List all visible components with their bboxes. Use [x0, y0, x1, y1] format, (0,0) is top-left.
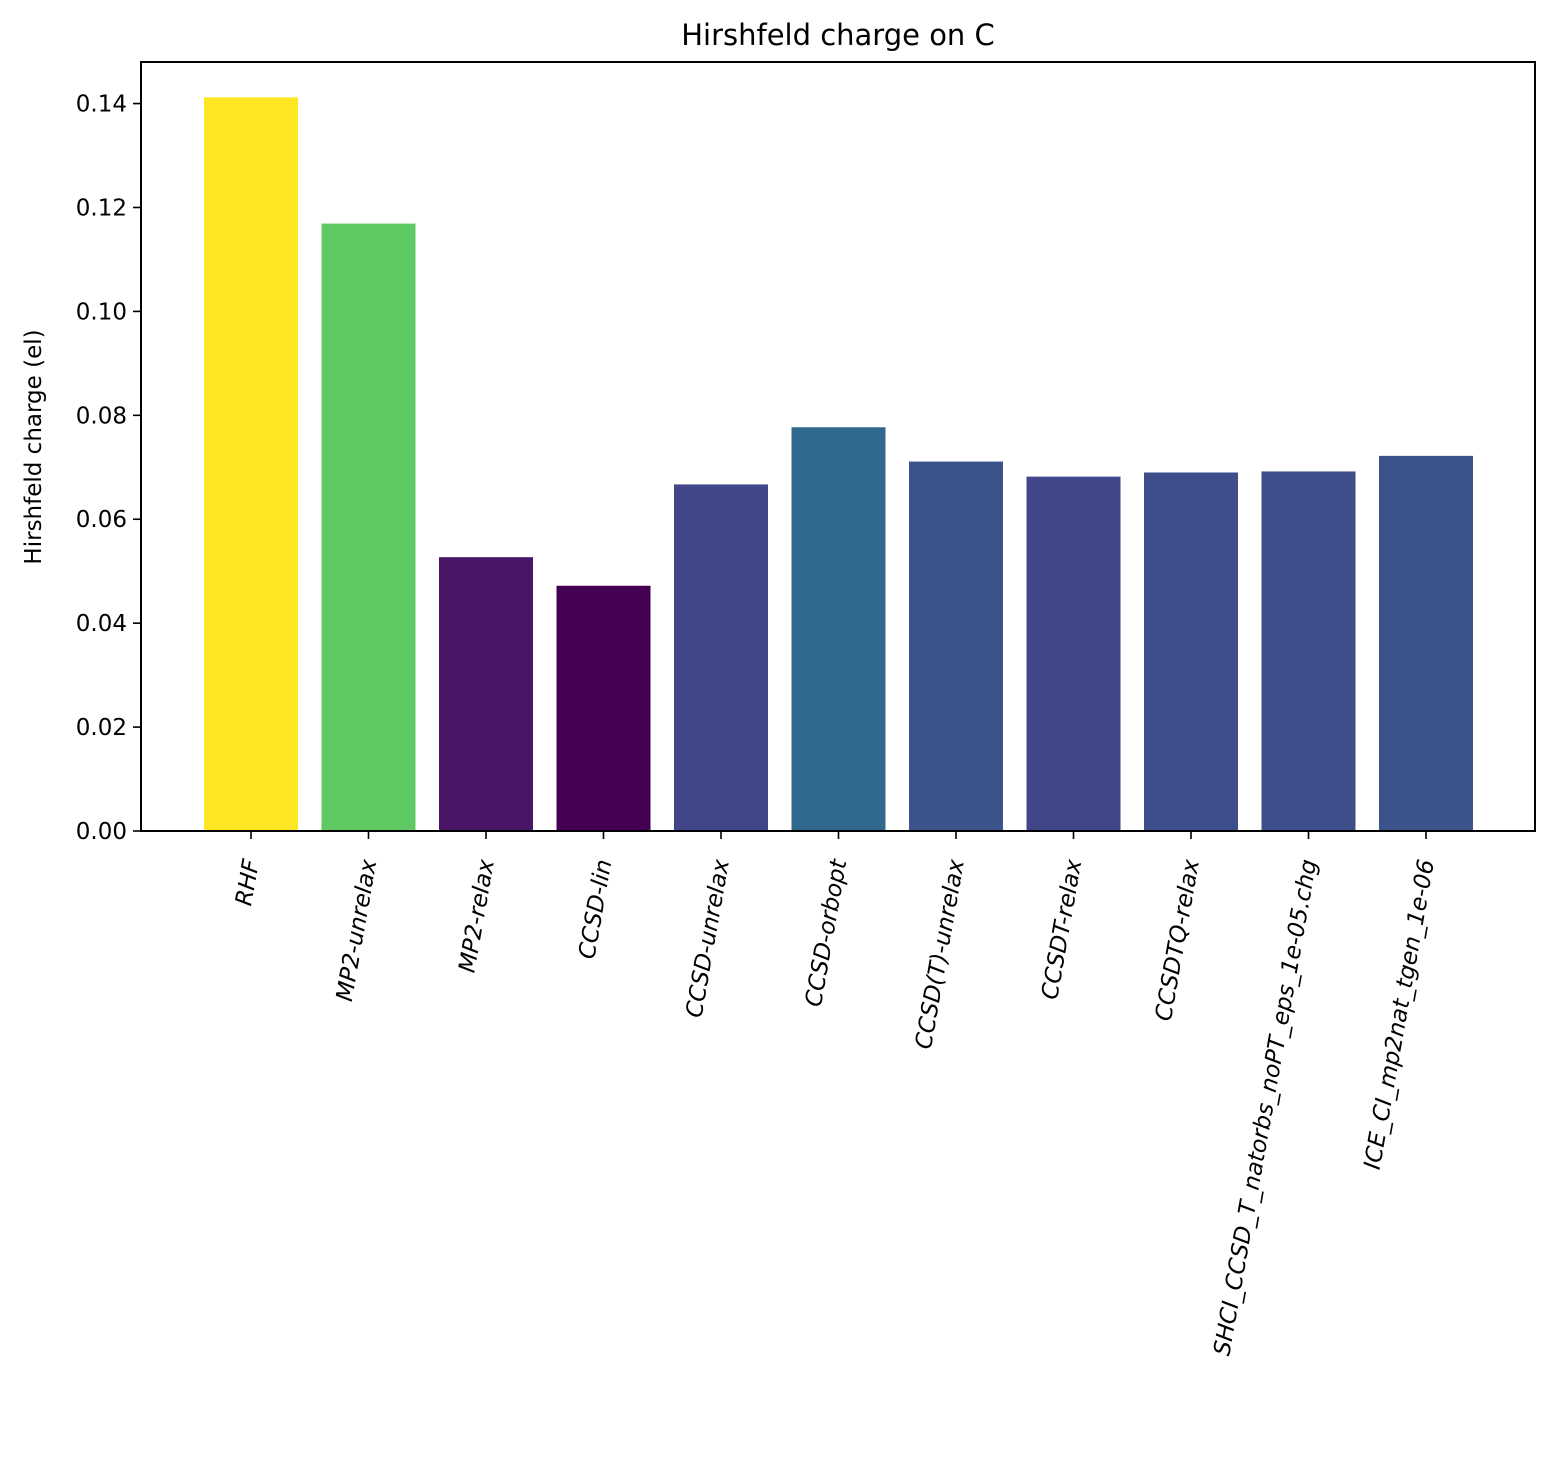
- plot-frame: [140, 61, 1536, 832]
- y-tick-label: 0.12: [76, 195, 127, 221]
- y-tick-label: 0.06: [76, 507, 127, 533]
- bar: [674, 484, 768, 831]
- x-tick-label: RHF: [231, 857, 265, 908]
- bar: [204, 97, 298, 831]
- bar: [321, 223, 416, 831]
- x-tick-label: CCSD(T)-unrelax: [911, 857, 970, 1051]
- y-tick-label: 0.08: [76, 403, 127, 429]
- x-tick-label: MP2-relax: [454, 857, 500, 975]
- bar: [556, 585, 651, 831]
- bar: [1379, 455, 1473, 831]
- bar: [1261, 471, 1356, 831]
- bar: [439, 557, 533, 831]
- bars-layer: [204, 97, 1473, 831]
- x-tick-label: CCSD-unrelax: [682, 857, 735, 1019]
- y-axis-ticks: 0.00 0.02 0.04 0.06 0.08 0.10 0.12 0.14: [76, 92, 141, 845]
- x-tick-label: ICE_CI_mp2nat_tgen_1e-06: [1360, 858, 1440, 1172]
- bar: [791, 427, 886, 831]
- bar: [909, 461, 1003, 831]
- x-tick-label: SHCI_CCSD_T_natorbs_noPT_eps_1e-05.chg: [1209, 858, 1322, 1358]
- y-tick-label: 0.00: [76, 819, 127, 845]
- y-tick-label: 0.10: [76, 299, 127, 325]
- chart-title: Hirshfeld charge on C: [681, 18, 995, 52]
- x-tick-label: MP2-unrelax: [332, 857, 383, 1003]
- y-tick-label: 0.02: [76, 715, 127, 741]
- y-axis-label: Hirshfeld charge (el): [21, 329, 47, 564]
- x-tick-label: CCSDTQ-relax: [1151, 857, 1205, 1023]
- x-tick-label: CCSDT-relax: [1037, 857, 1087, 1001]
- x-tick-label: CCSD-orbopt: [801, 857, 853, 1009]
- bar: [1144, 472, 1238, 831]
- y-tick-label: 0.04: [76, 611, 127, 637]
- y-tick-label: 0.14: [76, 92, 127, 118]
- x-axis-ticks: RHF MP2-unrelax MP2-relax CCSD-lin CCSD-unre…: [231, 831, 1440, 1358]
- bar: [1026, 476, 1121, 831]
- x-tick-label: CCSD-lin: [574, 858, 617, 962]
